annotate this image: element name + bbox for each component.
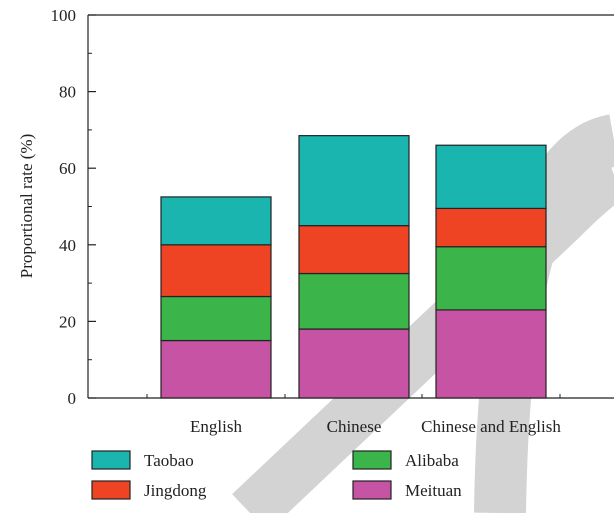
bar-segment-meituan (435, 309, 547, 399)
y-tick-label: 80 (59, 83, 76, 102)
y-tick-label: 100 (51, 6, 77, 25)
x-tick-label: English (190, 417, 242, 436)
bar-segment-jingdong (298, 225, 410, 275)
y-tick-labels: 0 20 40 60 80 100 (51, 6, 77, 408)
bar-segment-meituan (160, 339, 272, 399)
legend-swatch-taobao (91, 450, 131, 470)
legend-swatch-alibaba (352, 450, 392, 470)
legend-label-jingdong: Jingdong (144, 481, 207, 500)
legend: Taobao Alibaba Jingdong Meituan (91, 450, 462, 500)
bar-segment-alibaba (160, 295, 272, 342)
bar-stacks (160, 135, 547, 399)
x-tick-labels: English Chinese Chinese and English (190, 417, 561, 436)
bar-segment-alibaba (298, 272, 410, 330)
bar-segment-jingdong (435, 207, 547, 248)
x-tick-label: Chinese (327, 417, 382, 436)
legend-swatch-meituan (352, 480, 392, 500)
bar-segment-taobao (435, 144, 547, 210)
bar-segment-meituan (298, 328, 410, 399)
y-tick-label: 60 (59, 159, 76, 178)
y-tick-label: 20 (59, 312, 76, 331)
y-tick-label: 40 (59, 236, 76, 255)
legend-label-taobao: Taobao (144, 451, 194, 470)
legend-label-meituan: Meituan (405, 481, 462, 500)
legend-swatch-jingdong (91, 480, 131, 500)
y-tick-label: 0 (68, 389, 77, 408)
legend-label-alibaba: Alibaba (405, 451, 459, 470)
bar-segment-alibaba (435, 246, 547, 311)
y-axis-label: Proportional rate (%) (17, 134, 36, 278)
bar-segment-taobao (160, 196, 272, 246)
bar-segment-taobao (298, 135, 410, 227)
bar-segment-jingdong (160, 244, 272, 298)
x-tick-label: Chinese and English (421, 417, 561, 436)
